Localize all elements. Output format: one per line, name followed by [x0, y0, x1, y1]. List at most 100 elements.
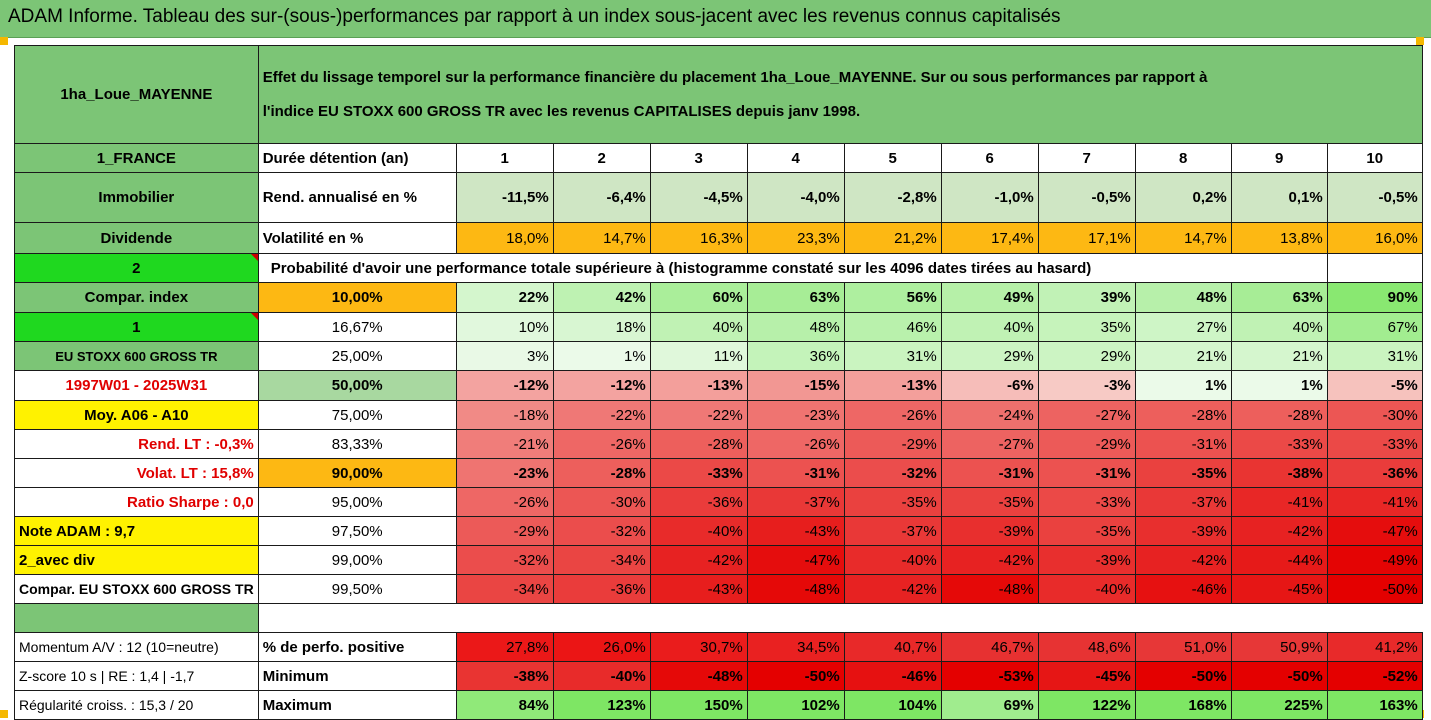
title-row: 1ha_Loue_MAYENNE Effet du lissage tempore…	[14, 45, 1423, 144]
percentile-cell: 40%	[1230, 312, 1328, 342]
percentile-cell: -39%	[1134, 516, 1232, 546]
maximum-cell: 104%	[843, 690, 942, 720]
percentile-row: Rend. LT : -0,3% 83,33% -21% -26% -28% -26% -2…	[14, 429, 1423, 459]
spacer-cell	[258, 604, 1422, 633]
duration-header: 10	[1326, 143, 1423, 173]
momentum-label: Momentum A/V : 12 (10=neutre)	[14, 632, 259, 662]
percentile-level: 16,67%	[257, 312, 457, 342]
percentile-cell: -3%	[1037, 370, 1136, 401]
percentile-cell: -50%	[1326, 574, 1423, 604]
percentile-row: 1 16,67% 10% 18% 40% 48% 46% 40% 35% 27% 40% 67%	[14, 312, 1423, 342]
percentile-cell: -28%	[649, 429, 748, 459]
duration-header: 3	[649, 143, 748, 173]
duration-header: 7	[1037, 143, 1136, 173]
description-line-1: Effet du lissage temporel sur la perform…	[262, 68, 1208, 86]
percentile-cell: -29%	[455, 516, 554, 546]
percentile-row: Ratio Sharpe : 0,0 95,00% -26% -30% -36% -37%…	[14, 487, 1423, 517]
maximum-cell: 122%	[1037, 690, 1136, 720]
volatility-cell: 21,2%	[843, 222, 942, 254]
corner-marker	[0, 37, 8, 45]
spacer-row	[14, 603, 1423, 633]
yield-cell: -2,8%	[843, 172, 942, 223]
average-label: Moy. A06 - A10	[14, 400, 259, 430]
percentile-cell: -13%	[843, 370, 942, 401]
percentile-row: EU STOXX 600 GROSS TR 25,00% 3% 1% 11% 36% 31%…	[14, 341, 1423, 371]
percentile-cell: 31%	[1326, 341, 1423, 371]
percentile-cell: -31%	[1134, 429, 1232, 459]
percentile-cell: -37%	[843, 516, 942, 546]
percentile-cell: 36%	[746, 341, 845, 371]
percentile-cell: -33%	[1037, 487, 1136, 517]
percentile-cell: -47%	[746, 545, 845, 575]
percentile-cell: -27%	[940, 429, 1039, 459]
percentile-cell: 18%	[552, 312, 651, 342]
selector-2[interactable]: 2	[14, 253, 259, 283]
asset-name: 1ha_Loue_MAYENNE	[14, 45, 259, 144]
positive-cell: 27,8%	[455, 632, 554, 662]
zscore-label: Z-score 10 s | RE : 1,4 | -1,7	[14, 661, 259, 691]
yield-cell: -0,5%	[1037, 172, 1136, 223]
percentile-cell: 90%	[1326, 282, 1423, 313]
percentile-cell: 40%	[940, 312, 1039, 342]
percentile-row: Moy. A06 - A10 75,00% -18% -22% -22% -23% -26%…	[14, 400, 1423, 430]
percentile-cell: -42%	[843, 574, 942, 604]
percentile-cell: 31%	[843, 341, 942, 371]
percentile-cell: -37%	[1134, 487, 1232, 517]
percentile-cell: 3%	[455, 341, 554, 371]
percentile-level: 75,00%	[257, 400, 457, 430]
percentile-cell: 35%	[1037, 312, 1136, 342]
compar-full-label: Compar. EU STOXX 600 GROSS TR	[14, 574, 259, 604]
percentile-row: Note ADAM : 9,7 97,50% -29% -32% -40% -43% -37…	[14, 516, 1423, 546]
percentile-cell: -42%	[940, 545, 1039, 575]
percentile-cell: -23%	[455, 458, 554, 488]
percentile-cell: -26%	[552, 429, 651, 459]
percentile-cell: 48%	[1134, 282, 1232, 313]
maximum-cell: 150%	[649, 690, 748, 720]
percentile-level: 25,00%	[257, 341, 457, 371]
percentile-cell: -24%	[940, 400, 1039, 430]
percentile-cell: 46%	[843, 312, 942, 342]
percentile-cell: -32%	[455, 545, 554, 575]
percentile-cell: -6%	[940, 370, 1039, 401]
percentile-cell: 49%	[940, 282, 1039, 313]
percentile-cell: 21%	[1230, 341, 1328, 371]
percentile-cell: -42%	[1134, 545, 1232, 575]
percentile-cell: -26%	[455, 487, 554, 517]
percentile-cell: -42%	[1230, 516, 1328, 546]
selector-1[interactable]: 1	[14, 312, 259, 342]
percentile-cell: -35%	[843, 487, 942, 517]
maximum-row: Régularité croiss. : 15,3 / 20 Maximum 84%…	[14, 690, 1423, 720]
percentile-cell: -44%	[1230, 545, 1328, 575]
percentile-cell: 1%	[1134, 370, 1232, 401]
index-name-label: EU STOXX 600 GROSS TR	[14, 341, 259, 371]
percentile-cell: -40%	[843, 545, 942, 575]
percentile-cell: -31%	[1037, 458, 1136, 488]
yield-cell: -4,5%	[649, 172, 748, 223]
long-term-volatility-label: Volat. LT : 15,8%	[14, 458, 259, 488]
performance-table: 1ha_Loue_MAYENNE Effet du lissage tempore…	[14, 45, 1423, 720]
percentile-cell: -41%	[1230, 487, 1328, 517]
positive-cell: 46,7%	[940, 632, 1039, 662]
report-title: ADAM Informe. Tableau des sur-(sous-)per…	[8, 6, 1061, 27]
percentile-cell: 42%	[552, 282, 651, 313]
maximum-cell: 225%	[1230, 690, 1328, 720]
percentile-cell: -28%	[1230, 400, 1328, 430]
percentile-cell: -34%	[552, 545, 651, 575]
percentile-cell: 11%	[649, 341, 748, 371]
percentile-cell: -45%	[1230, 574, 1328, 604]
percentile-row: 2_avec div 99,00% -32% -34% -42% -47% -40% -42%…	[14, 545, 1423, 575]
yield-cell: 0,2%	[1134, 172, 1232, 223]
percentile-level: 97,50%	[257, 516, 457, 546]
percentile-cell: -13%	[649, 370, 748, 401]
percentile-cell: -29%	[1037, 429, 1136, 459]
percentile-cell: -30%	[552, 487, 651, 517]
percentile-cell: 27%	[1134, 312, 1232, 342]
percentile-cell: -15%	[746, 370, 845, 401]
percentile-row: 1997W01 - 2025W31 50,00% -12% -12% -13% -15% -…	[14, 370, 1423, 401]
percentile-level: 99,50%	[257, 574, 457, 604]
positive-cell: 34,5%	[746, 632, 845, 662]
percentile-cell: 21%	[1134, 341, 1232, 371]
minimum-cell: -53%	[940, 661, 1039, 691]
positive-cell: 50,9%	[1230, 632, 1328, 662]
percentile-cell: -29%	[843, 429, 942, 459]
